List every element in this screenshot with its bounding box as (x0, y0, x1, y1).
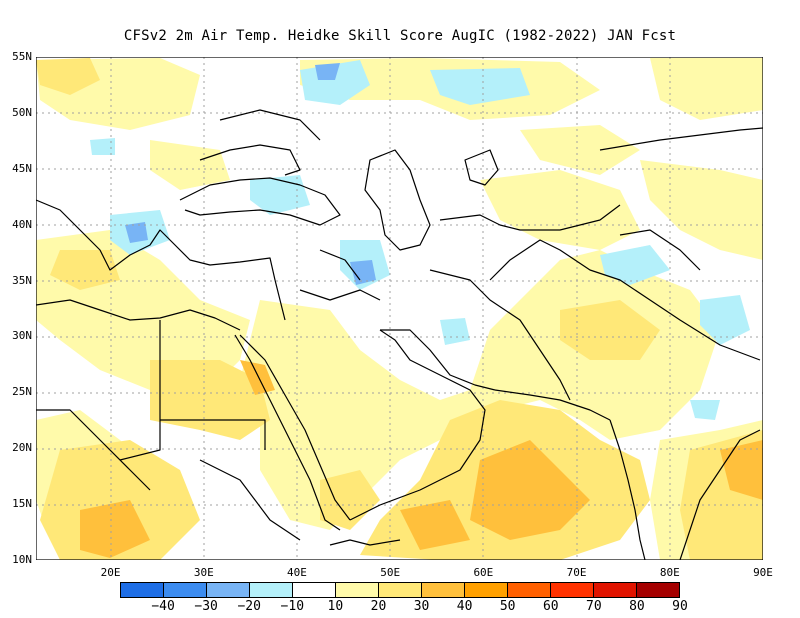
colorbar-cell (508, 583, 551, 597)
lon-label-70e: 70E (566, 566, 587, 579)
colorbar-cell (594, 583, 637, 597)
colorbar-cell (336, 583, 379, 597)
map-title: CFSv2 2m Air Temp. Heidke Skill Score Au… (123, 28, 677, 44)
colorbar-tick-label: −30 (194, 599, 218, 614)
colorbar-cell (250, 583, 293, 597)
lat-label-20n: 20N (12, 441, 32, 455)
colorbar-cell (422, 583, 465, 597)
lat-label-10n: 10N (12, 553, 32, 566)
shading-neg20-neg30 (125, 63, 376, 285)
colorbar-tick-label: 70 (586, 599, 602, 614)
colorbar (120, 582, 680, 598)
lat-label-55n: 55N (12, 50, 32, 63)
colorbar-tick-label: −40 (151, 599, 175, 614)
colorbar-cell (637, 583, 679, 597)
colorbar-tick-label: 80 (629, 599, 645, 614)
colorbar-cell (121, 583, 164, 597)
colorbar-cell (293, 583, 336, 597)
colorbar-tick-label: 10 (327, 599, 344, 614)
lon-label-60e: 60E (473, 566, 494, 579)
colorbar-tick-label: 20 (370, 599, 387, 614)
coastlines (36, 109, 763, 560)
lat-label-15n: 15N (12, 497, 32, 511)
lat-lon-grid (36, 57, 763, 560)
lon-label-20e: 20E (100, 566, 121, 579)
lat-label-30n: 30N (12, 329, 32, 343)
colorbar-cell (164, 583, 207, 597)
lat-label-45n: 45N (12, 161, 32, 175)
lon-label-40e: 40E (287, 566, 307, 579)
lat-label-35n: 35N (12, 273, 32, 287)
colorbar-tick-label: 30 (413, 599, 430, 614)
colorbar-tick-label: 60 (542, 599, 559, 614)
colorbar-tick-label: 50 (499, 599, 516, 614)
colorbar-tick-label: −10 (280, 599, 305, 614)
lon-label-90e: 90E (753, 566, 773, 579)
lat-label-50n: 50N (12, 105, 32, 119)
colorbar-tick-label: 40 (456, 599, 473, 614)
colorbar-tick-label: −20 (237, 599, 261, 614)
shading-neg10-neg20 (90, 60, 750, 420)
colorbar-tick-label: 90 (672, 599, 688, 614)
lon-label-80e: 80E (659, 566, 680, 579)
colorbar-cell (379, 583, 422, 597)
colorbar-cell (465, 583, 508, 597)
lat-label-40n: 40N (12, 217, 32, 231)
shading-30-40 (80, 360, 763, 558)
colorbar-cell (207, 583, 250, 597)
lon-label-50e: 50E (380, 566, 401, 579)
colorbar-cell (551, 583, 594, 597)
lat-label-25n: 25N (12, 385, 32, 399)
lon-label-30e: 30E (193, 566, 214, 579)
